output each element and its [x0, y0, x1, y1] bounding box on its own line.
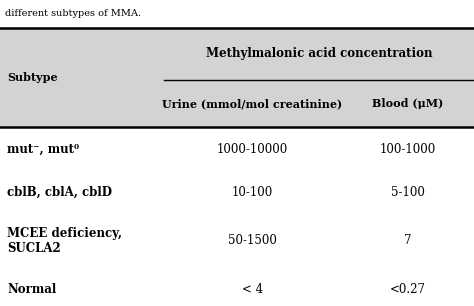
Text: 7: 7: [404, 234, 411, 248]
Text: <0.27: <0.27: [390, 283, 426, 296]
Text: mut⁻, mut⁰: mut⁻, mut⁰: [7, 143, 79, 156]
Text: < 4: < 4: [242, 283, 263, 296]
Text: MCEE deficiency,
SUCLA2: MCEE deficiency, SUCLA2: [7, 227, 122, 255]
Bar: [0, 28, 474, 80]
Text: 50-1500: 50-1500: [228, 234, 277, 248]
Text: 5-100: 5-100: [391, 185, 425, 199]
Text: cblB, cblA, cblD: cblB, cblA, cblD: [7, 185, 112, 199]
Text: 1000-10000: 1000-10000: [217, 143, 288, 156]
Text: different subtypes of MMA.: different subtypes of MMA.: [5, 9, 141, 18]
Text: 10-100: 10-100: [232, 185, 273, 199]
Bar: [0, 80, 474, 127]
Text: Urine (mmol/mol creatinine): Urine (mmol/mol creatinine): [162, 98, 343, 109]
Text: Subtype: Subtype: [7, 72, 58, 83]
Text: Methylmalonic acid concentration: Methylmalonic acid concentration: [206, 47, 432, 60]
Text: Blood (μM): Blood (μM): [372, 98, 443, 109]
Text: 100-1000: 100-1000: [380, 143, 436, 156]
Text: Normal: Normal: [7, 283, 56, 296]
